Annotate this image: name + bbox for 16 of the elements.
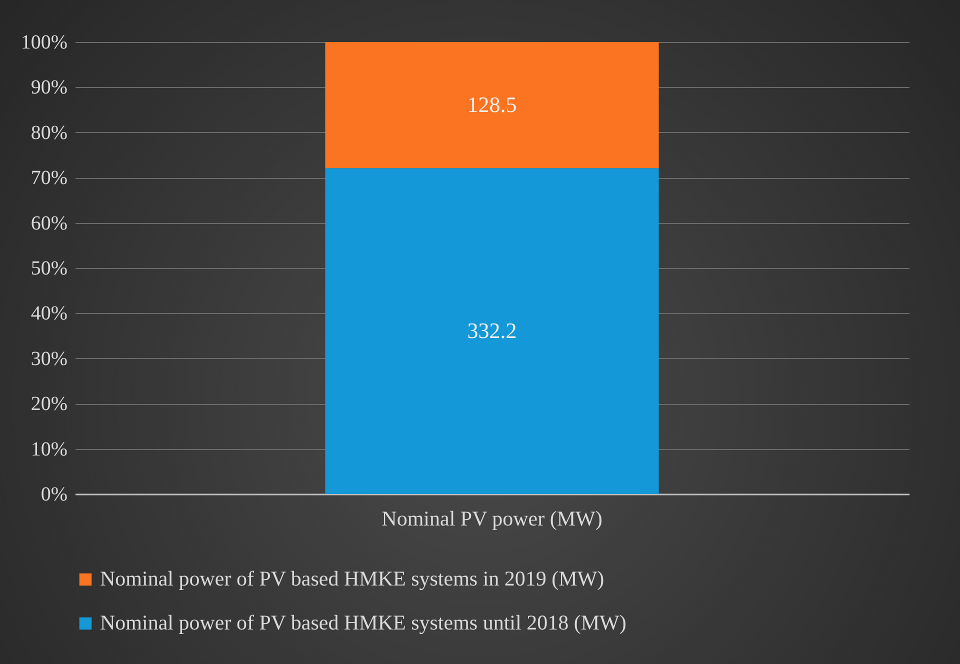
y-tick-label: 50% <box>30 258 68 280</box>
annotation: 128.5 <box>467 92 517 118</box>
y-tick-label: 0% <box>40 484 68 506</box>
y-tick-label: 80% <box>30 122 68 144</box>
y-tick-label: 10% <box>30 438 68 460</box>
y-tick-label: 60% <box>30 212 68 234</box>
legend-label: Nominal power of PV based HMKE systems until 2018 (MW) <box>100 610 626 634</box>
y-tick-label: 70% <box>30 167 68 190</box>
y-tick-label: 30% <box>30 348 68 370</box>
annotation: 332.2 <box>467 318 517 344</box>
y-tick-label: 90% <box>30 76 68 99</box>
y-tick-label: 20% <box>30 393 68 416</box>
y-tick-label: 40% <box>30 302 68 325</box>
legend-label: Nominal power of PV based HMKE systems in 2019 (MW) <box>100 566 604 590</box>
y-tick-label: 100% <box>20 32 68 54</box>
x-tick-label: Nominal PV power (MW) <box>382 506 602 530</box>
